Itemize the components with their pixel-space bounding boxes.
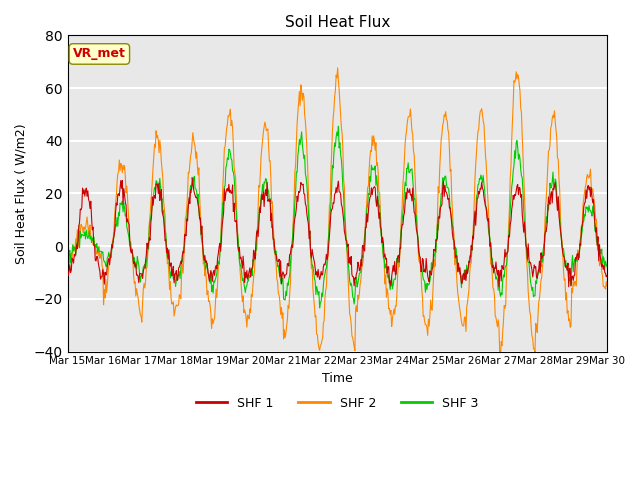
Legend: SHF 1, SHF 2, SHF 3: SHF 1, SHF 2, SHF 3 <box>191 392 484 415</box>
Y-axis label: Soil Heat Flux ( W/m2): Soil Heat Flux ( W/m2) <box>15 123 28 264</box>
Text: VR_met: VR_met <box>73 48 126 60</box>
X-axis label: Time: Time <box>322 372 353 385</box>
Title: Soil Heat Flux: Soil Heat Flux <box>285 15 390 30</box>
